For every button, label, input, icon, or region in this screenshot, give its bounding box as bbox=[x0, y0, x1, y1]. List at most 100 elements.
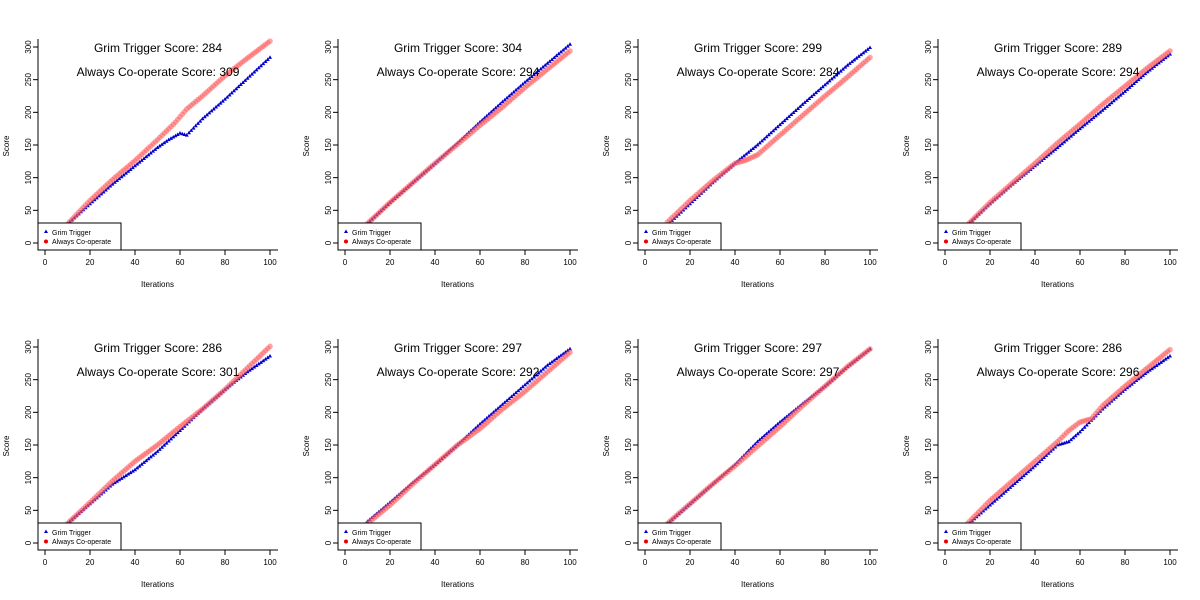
grim-trigger-point bbox=[209, 108, 214, 113]
chart-panel-2: 0 50 100 150 200 250 300 0 20 40 60 80 100 Iterations… bbox=[302, 39, 578, 289]
grim-trigger-point bbox=[234, 86, 239, 91]
grim-trigger-point bbox=[261, 358, 266, 363]
x-tick-label: 0 bbox=[43, 258, 48, 267]
legend: Grim Trigger Always Co-operate bbox=[337, 222, 422, 251]
x-tick-label: 60 bbox=[776, 558, 785, 567]
grim-trigger-point bbox=[516, 85, 521, 90]
grim-trigger-point bbox=[552, 358, 557, 362]
x-tick-label: 100 bbox=[863, 558, 877, 567]
y-tick-label: 200 bbox=[624, 105, 633, 119]
grim-trigger-point bbox=[133, 467, 137, 472]
grim-trigger-point bbox=[189, 128, 194, 132]
grim-trigger-point bbox=[256, 65, 261, 70]
grim-trigger-point bbox=[265, 57, 270, 61]
x-tick-label: 20 bbox=[86, 258, 95, 267]
grim-trigger-point bbox=[751, 146, 755, 151]
grim-trigger-point bbox=[166, 438, 171, 443]
grim-trigger-point bbox=[838, 68, 843, 73]
grim-trigger-point bbox=[534, 372, 539, 377]
grim-trigger-point bbox=[1096, 111, 1100, 116]
grim-trigger-point bbox=[865, 47, 870, 51]
grim-trigger-score-label: Grim Trigger Score: 297 bbox=[694, 341, 822, 355]
y-tick-label: 300 bbox=[924, 340, 933, 354]
grim-trigger-point bbox=[775, 124, 780, 129]
grim-trigger-point bbox=[1087, 119, 1091, 123]
grim-trigger-point bbox=[1156, 361, 1161, 366]
grim-trigger-point bbox=[836, 70, 841, 75]
grim-trigger-point bbox=[216, 102, 221, 107]
x-tick-label: 40 bbox=[131, 258, 140, 267]
grim-trigger-point bbox=[552, 55, 557, 60]
grim-trigger-point bbox=[259, 360, 263, 364]
grim-trigger-point bbox=[771, 128, 776, 133]
grim-trigger-point bbox=[169, 136, 173, 140]
grim-trigger-point bbox=[1015, 479, 1019, 483]
legend-coop-label: Always Co-operate bbox=[52, 539, 111, 546]
grim-trigger-point bbox=[130, 469, 135, 473]
grim-trigger-point bbox=[507, 396, 512, 401]
legend: Grim Trigger Always Co-operate bbox=[37, 222, 122, 251]
grim-trigger-point bbox=[256, 361, 261, 366]
grim-trigger-point bbox=[1073, 130, 1078, 134]
x-tick-label: 100 bbox=[1163, 258, 1177, 267]
y-tick-label: 100 bbox=[24, 470, 33, 484]
grim-trigger-point bbox=[1080, 124, 1085, 129]
y-tick-label: 0 bbox=[624, 240, 633, 245]
y-tick-label: 200 bbox=[924, 105, 933, 119]
y-tick-label: 300 bbox=[624, 40, 633, 54]
grim-trigger-point bbox=[198, 119, 203, 123]
grim-trigger-point bbox=[816, 88, 821, 93]
grim-trigger-point bbox=[850, 59, 854, 64]
grim-trigger-point bbox=[139, 462, 144, 466]
y-tick-label: 300 bbox=[24, 340, 33, 354]
grim-trigger-point bbox=[538, 66, 543, 71]
grim-trigger-point bbox=[173, 133, 178, 138]
x-tick-label: 100 bbox=[1163, 558, 1177, 567]
legend-coop-label: Always Co-operate bbox=[952, 539, 1011, 546]
grim-trigger-point bbox=[773, 126, 778, 131]
legend-circle-icon bbox=[344, 539, 348, 544]
grim-trigger-point bbox=[173, 432, 178, 437]
grim-trigger-point bbox=[252, 364, 257, 369]
grim-trigger-point bbox=[568, 42, 572, 46]
grim-trigger-point bbox=[263, 357, 268, 361]
grim-trigger-point bbox=[789, 112, 794, 117]
grim-trigger-point bbox=[868, 45, 872, 50]
grim-trigger-point bbox=[800, 102, 805, 106]
grim-trigger-point bbox=[1093, 113, 1098, 118]
always-cooperate-point bbox=[1167, 346, 1173, 353]
legend-triangle-icon bbox=[344, 229, 348, 233]
x-tick-label: 20 bbox=[986, 558, 995, 567]
grim-trigger-point bbox=[133, 163, 137, 168]
grim-trigger-point bbox=[211, 106, 216, 111]
y-tick-label: 250 bbox=[24, 372, 33, 386]
y-tick-label: 300 bbox=[624, 340, 633, 354]
y-tick-label: 50 bbox=[324, 505, 333, 514]
grim-trigger-point bbox=[254, 363, 259, 367]
grim-trigger-point bbox=[139, 158, 144, 162]
legend-coop-label: Always Co-operate bbox=[952, 239, 1011, 246]
grim-trigger-point bbox=[146, 456, 151, 461]
legend-triangle-icon bbox=[944, 229, 948, 233]
grim-trigger-point bbox=[151, 149, 155, 153]
grim-trigger-point bbox=[748, 148, 753, 152]
grim-trigger-point bbox=[541, 367, 545, 371]
x-axis-title: Iterations bbox=[441, 280, 474, 289]
x-tick-label: 20 bbox=[386, 558, 395, 567]
grim-trigger-series bbox=[65, 55, 272, 226]
grim-trigger-point bbox=[220, 99, 225, 103]
grim-trigger-point bbox=[565, 44, 570, 48]
grim-trigger-point bbox=[128, 470, 133, 475]
grim-trigger-point bbox=[115, 479, 119, 483]
always-cooperate-series bbox=[664, 54, 873, 225]
x-tick-label: 0 bbox=[943, 258, 948, 267]
grim-trigger-point bbox=[1078, 429, 1082, 434]
always-cooperate-series bbox=[664, 346, 873, 527]
x-tick-label: 20 bbox=[686, 558, 695, 567]
grim-trigger-point bbox=[117, 176, 122, 181]
grim-trigger-point bbox=[1073, 433, 1078, 438]
legend-grim-label: Grim Trigger bbox=[652, 530, 692, 537]
grim-trigger-point bbox=[1066, 439, 1071, 444]
grim-trigger-point bbox=[1042, 455, 1046, 459]
y-axis-title: Score bbox=[302, 435, 311, 456]
